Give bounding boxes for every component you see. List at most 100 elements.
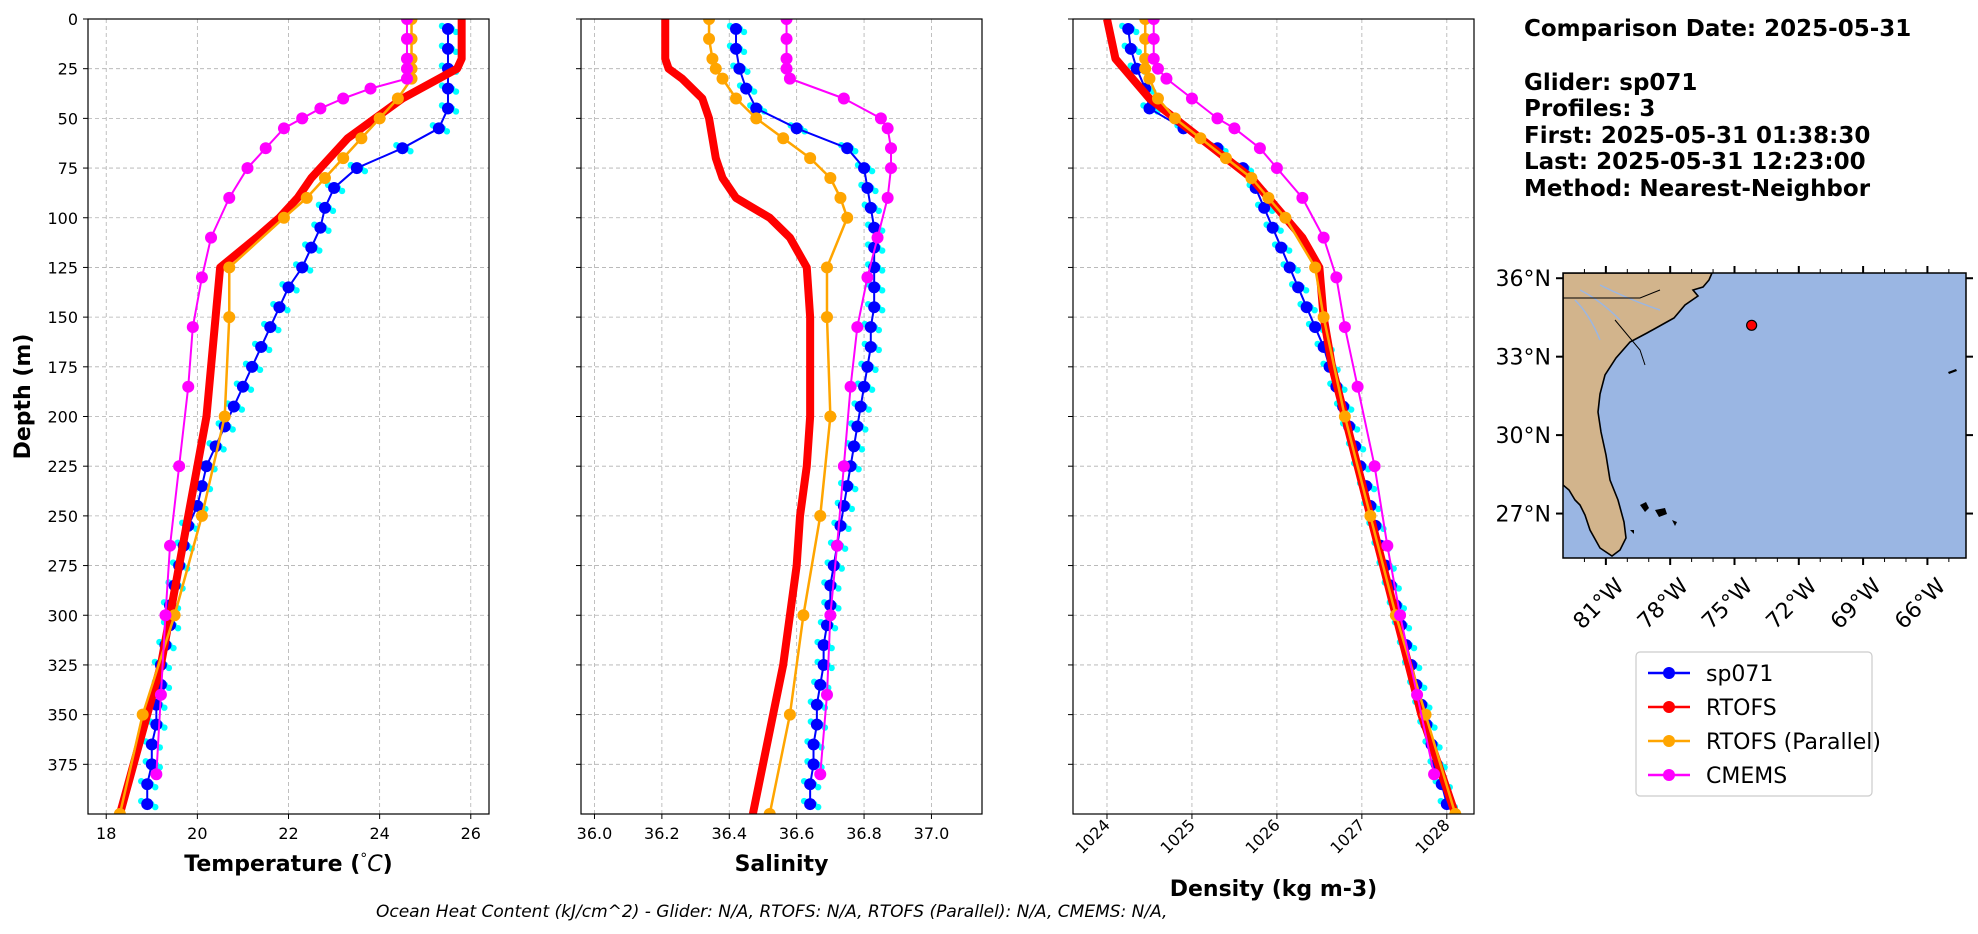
data-point	[1309, 261, 1322, 274]
data-point	[246, 360, 259, 373]
data-point	[777, 132, 790, 145]
glider-raw-point	[338, 187, 346, 195]
glider-raw-point	[152, 783, 159, 791]
data-point	[296, 261, 309, 274]
data-point	[780, 62, 793, 75]
legend-swatch-marker	[1663, 701, 1675, 713]
data-point	[164, 539, 177, 552]
data-point	[807, 738, 820, 751]
data-point	[136, 708, 149, 721]
data-point	[154, 688, 167, 701]
map-island-bermuda	[1948, 369, 1957, 374]
data-point	[205, 231, 218, 244]
glider-raw-point	[878, 306, 886, 314]
x-tick-label: 22	[278, 824, 298, 843]
data-point	[885, 142, 898, 155]
lat-label: 36°N	[1496, 267, 1551, 292]
data-point	[223, 261, 236, 274]
data-point	[255, 340, 268, 353]
data-point	[432, 122, 445, 135]
data-point	[441, 102, 454, 115]
data-point	[709, 62, 722, 75]
data-point	[1258, 201, 1271, 214]
glider-raw-point	[170, 644, 177, 652]
glider-raw-point	[275, 326, 282, 334]
data-point	[841, 480, 854, 493]
data-point	[314, 102, 327, 115]
data-point	[441, 22, 454, 35]
glider-raw-point	[293, 287, 300, 294]
legend-label: CMEMS	[1706, 764, 1787, 789]
lon-label: 72°W	[1762, 574, 1823, 635]
glider-raw-point	[855, 465, 862, 473]
glider-raw-point	[452, 88, 460, 95]
legend-box	[1635, 651, 1873, 797]
data-point	[195, 480, 208, 493]
data-point	[400, 52, 413, 65]
data-point	[1317, 231, 1330, 244]
series-line-rtofs	[661, 19, 815, 814]
x-tick-label: 37.0	[914, 824, 950, 843]
data-point	[763, 808, 776, 814]
panel-1: 36.0 36.2 36.4 36.6 36.8 37.0 Salinity	[576, 18, 983, 877]
glider-raw-point	[868, 386, 876, 393]
glider-raw-point	[1133, 28, 1140, 36]
glider-raw-point	[361, 167, 369, 175]
lon-label: 75°W	[1697, 574, 1758, 635]
glider-raw-point	[1341, 386, 1348, 393]
data-point	[1253, 142, 1266, 155]
data-point	[141, 778, 154, 791]
data-point	[817, 658, 830, 671]
data-point	[1139, 52, 1152, 65]
glider-raw-point	[325, 227, 332, 234]
data-point	[396, 142, 409, 155]
data-point	[841, 211, 854, 224]
glider-raw-point	[835, 585, 842, 592]
data-point	[797, 609, 810, 622]
x-tick-label: 36.0	[577, 824, 613, 843]
glider-raw-point	[1359, 446, 1367, 453]
first-time: First: 2025-05-31 01:38:30	[1524, 123, 1870, 149]
data-point	[1266, 221, 1279, 234]
map-island-bahamas	[1630, 502, 1677, 534]
x-tick-label: 1025	[1157, 815, 1199, 857]
glider-raw-point	[872, 366, 879, 374]
data-point	[861, 360, 874, 373]
data-point	[1147, 52, 1160, 65]
data-point	[400, 19, 413, 25]
data-point	[780, 32, 793, 45]
panel-2: 1024 1025 1026 1027 1028 Density (kg m-3)	[1068, 18, 1475, 902]
data-point	[337, 92, 350, 105]
data-point	[790, 122, 803, 135]
data-point	[750, 102, 763, 115]
data-point	[227, 400, 240, 413]
data-point	[1368, 460, 1381, 473]
data-point	[441, 42, 454, 55]
data-point	[318, 201, 331, 214]
map-inset: 36°N 33°N 30°N 27°N 81°W 78°W 75°W 72°W 69°W 66°W	[1496, 266, 1973, 635]
legend-swatch-marker	[1663, 735, 1675, 747]
data-point	[1283, 261, 1296, 274]
glider-raw-point	[1294, 267, 1301, 274]
glider-raw-point	[1302, 287, 1310, 294]
data-point	[150, 768, 163, 781]
data-point	[1147, 32, 1160, 45]
data-point	[186, 321, 199, 334]
data-point	[730, 22, 743, 35]
data-point	[864, 340, 877, 353]
data-point	[1338, 410, 1351, 423]
glider-raw-point	[165, 684, 173, 692]
data-point	[223, 311, 236, 324]
x-tick-label: 36.2	[644, 824, 680, 843]
glider-raw-point	[238, 406, 246, 413]
data-point	[145, 738, 158, 751]
data-point	[780, 19, 793, 25]
axes-frame	[580, 18, 983, 815]
y-tick-label: 225	[47, 457, 78, 476]
glider-raw-point	[828, 664, 835, 672]
data-point	[296, 112, 309, 125]
data-point	[264, 321, 277, 334]
data-point	[881, 122, 894, 135]
glider-raw-point	[229, 426, 236, 433]
data-point	[733, 62, 746, 75]
